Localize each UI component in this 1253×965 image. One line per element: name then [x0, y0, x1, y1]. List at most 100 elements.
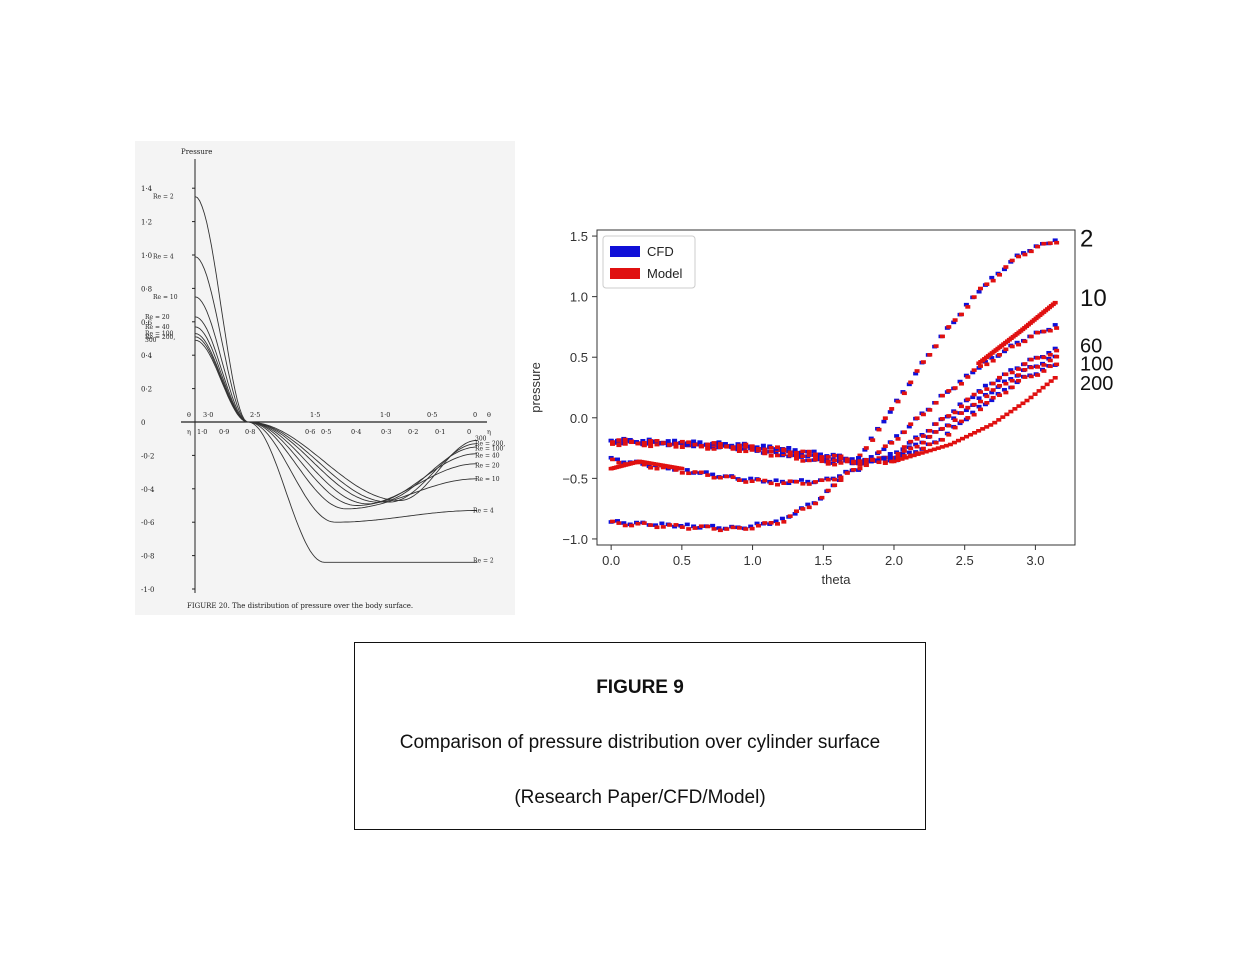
model-point — [876, 450, 882, 454]
model-point — [857, 459, 863, 463]
model-point — [813, 480, 819, 484]
model-point — [768, 445, 774, 450]
model-point — [800, 459, 806, 463]
model-point — [610, 457, 616, 462]
model-point — [908, 446, 914, 451]
right-chart-panel: 0.0 0.5 1.0 1.5 2.0 2.5 3.0 1.5 1.0 0.5 0.0 −0.5 −1.… — [520, 220, 1120, 600]
model-point — [931, 447, 937, 452]
model-point — [768, 481, 774, 486]
model-point — [819, 455, 825, 459]
figure-caption-box: FIGURE 9 Comparison of pressure distribu… — [354, 642, 926, 830]
model-point — [736, 526, 742, 530]
model-point — [1052, 300, 1058, 305]
left-y-tick-label: 1·0 — [141, 252, 152, 260]
left-y-tick-label: -0·8 — [141, 553, 155, 561]
re-label: 10 — [1080, 285, 1107, 312]
model-point — [984, 387, 990, 391]
model-point — [724, 527, 730, 531]
model-point — [679, 439, 685, 444]
model-point — [911, 453, 917, 458]
left-series-start-label: Re = 4 — [153, 254, 174, 261]
model-point — [1041, 369, 1047, 373]
model-point — [762, 478, 768, 483]
model-point — [1016, 373, 1022, 377]
cfd-point — [970, 395, 976, 400]
cfd-point — [716, 526, 722, 530]
model-point — [616, 460, 622, 465]
legend-label-model: Model — [647, 266, 683, 281]
left-series-line — [194, 339, 478, 501]
right-chart-svg: 0.0 0.5 1.0 1.5 2.0 2.5 3.0 1.5 1.0 0.5 0.0 −0.5 −1.… — [528, 225, 1113, 587]
model-point — [984, 401, 990, 405]
model-point — [641, 441, 647, 445]
right-y-tick-label: −0.5 — [562, 471, 588, 486]
left-eta-tick-label: η — [187, 428, 191, 436]
left-series-end-label: Re = 200, — [475, 441, 505, 448]
model-point — [923, 449, 929, 454]
model-point — [914, 416, 920, 420]
model-point — [743, 449, 749, 454]
left-series-end-label: Re = 40 — [475, 452, 500, 459]
cfd-point — [989, 356, 995, 360]
model-point — [660, 465, 666, 470]
model-point — [635, 521, 641, 526]
model-point — [768, 453, 774, 458]
left-series-start-label: Re = 20 — [145, 314, 170, 321]
left-eta-tick-label: η — [487, 428, 491, 436]
model-point — [876, 460, 882, 465]
model-point — [964, 434, 970, 439]
model-point — [984, 362, 990, 367]
model-point — [903, 455, 909, 460]
left-series-start-label: Re = 2 — [153, 194, 174, 201]
model-point — [1035, 373, 1041, 377]
cfd-point — [976, 404, 982, 409]
model-point — [977, 364, 983, 368]
model-point — [736, 443, 742, 448]
model-point — [1003, 347, 1009, 352]
left-series-end-label: Re = 100 — [475, 446, 504, 453]
model-point — [870, 438, 876, 442]
model-point — [679, 525, 685, 529]
cfd-point — [773, 478, 779, 483]
model-point — [654, 439, 660, 443]
right-y-tick-label: 0.5 — [570, 350, 588, 365]
model-point — [813, 452, 819, 457]
model-point — [787, 453, 793, 458]
model-point — [800, 454, 806, 459]
cfd-point — [913, 442, 919, 447]
cfd-point — [957, 379, 963, 384]
left-eta-tick-label: 0·2 — [408, 428, 418, 436]
model-point — [825, 462, 831, 466]
model-point — [781, 447, 787, 452]
model-point — [1022, 375, 1028, 379]
cfd-point — [748, 476, 754, 481]
model-point — [997, 383, 1003, 388]
model-point — [648, 465, 654, 470]
model-point — [838, 478, 844, 482]
model-point — [895, 456, 901, 460]
model-point — [939, 438, 945, 442]
model-point — [939, 334, 945, 339]
model-point — [1016, 378, 1022, 383]
model-point — [958, 312, 964, 317]
model-point — [1035, 365, 1041, 369]
model-point — [787, 479, 793, 484]
model-point — [806, 453, 812, 457]
cfd-point — [951, 416, 957, 421]
model-point — [749, 526, 755, 531]
model-point — [863, 446, 869, 450]
model-point — [1008, 409, 1014, 414]
cfd-point — [805, 479, 811, 484]
left-y-tick-label: 0·4 — [141, 352, 153, 360]
model-point — [977, 390, 983, 394]
model-point — [762, 521, 768, 525]
model-point — [870, 458, 876, 462]
model-point — [673, 523, 679, 527]
model-point — [832, 477, 838, 482]
model-point — [1035, 330, 1041, 335]
model-point — [914, 437, 920, 441]
right-x-tick-label: 3.0 — [1026, 553, 1044, 568]
cfd-point — [722, 442, 728, 446]
model-point — [1022, 362, 1028, 366]
model-point — [813, 454, 819, 458]
